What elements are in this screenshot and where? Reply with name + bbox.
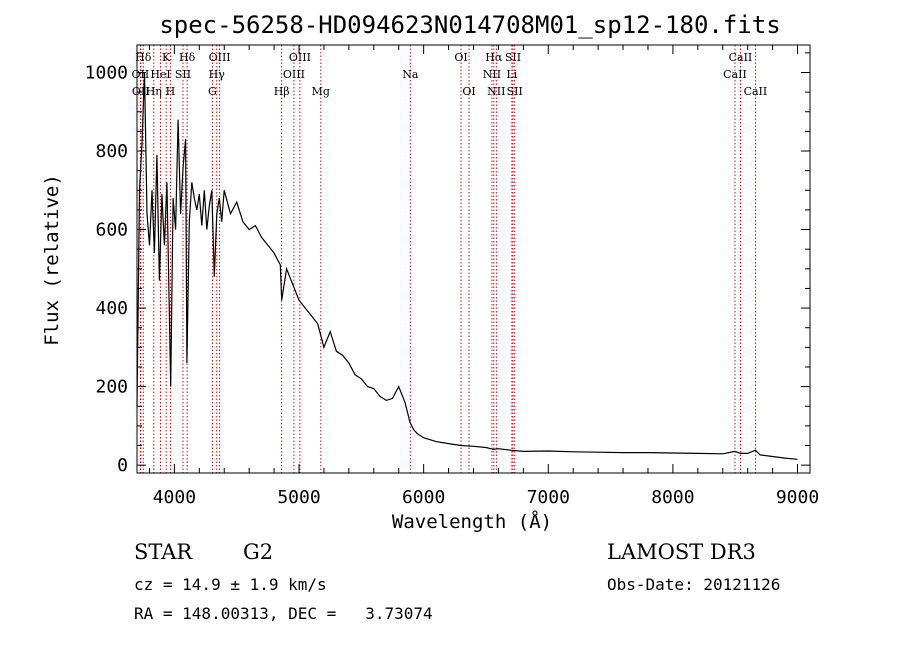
spectrum-line	[136, 72, 798, 460]
y-tick-label: 1000	[85, 62, 128, 83]
line-label: Na	[402, 68, 419, 81]
line-label: CaII	[729, 51, 753, 64]
line-label: Hγ	[209, 68, 226, 81]
coordinates-text: RA = 148.00313, DEC = 3.73074	[134, 604, 433, 623]
plot-frame	[136, 44, 811, 474]
line-label: OI	[462, 85, 475, 98]
object-subclass: G2	[243, 540, 274, 564]
object-class: STAR	[134, 540, 193, 564]
line-label: Hβ	[274, 85, 290, 98]
y-tick-label: 600	[95, 220, 128, 241]
line-label: NII	[483, 68, 501, 81]
y-tick-label: 800	[95, 141, 128, 162]
x-tick-label: 7000	[527, 487, 570, 508]
line-label: Hδ	[179, 51, 196, 64]
survey-name: LAMOST DR3	[607, 540, 756, 564]
spectrum-chart: spec-56258-HD094623N014708M01_sp12-180.f…	[41, 11, 819, 533]
x-axis-ticks: 4000 5000 6000 7000 8000 9000	[148, 45, 819, 508]
line-label: G	[208, 85, 217, 98]
line-label: Li	[506, 68, 517, 81]
chart-title: spec-56258-HD094623N014708M01_sp12-180.f…	[159, 11, 780, 39]
y-axis-label: Flux (relative)	[41, 174, 63, 346]
obs-date-text: Obs-Date: 20121126	[607, 575, 781, 594]
line-label: OIII	[283, 68, 305, 81]
x-axis-label: Wavelength (Å)	[392, 510, 552, 533]
line-label: Hη	[146, 85, 162, 98]
spectral-line-markers: HδKHδOIIIOIIIOIHαSIICaIIOIIHeISIIHγOIIIN…	[132, 45, 768, 473]
line-label: Hα	[485, 51, 503, 64]
line-label: Mg	[312, 85, 330, 98]
line-label: NII	[487, 85, 505, 98]
x-tick-label: 8000	[651, 487, 694, 508]
line-label: CaII	[744, 85, 768, 98]
x-tick-label: 4000	[153, 487, 196, 508]
y-tick-label: 0	[117, 455, 128, 476]
y-axis-ticks: 0 200 400 600 800 1000	[85, 52, 810, 476]
line-label: OIII	[209, 51, 231, 64]
line-label: CaII	[723, 68, 747, 81]
line-label: OI	[454, 51, 467, 64]
line-label: SII	[505, 51, 521, 64]
line-label: OIII	[289, 51, 311, 64]
line-label: K	[162, 51, 171, 64]
x-tick-label: 5000	[277, 487, 320, 508]
y-tick-label: 200	[95, 377, 128, 398]
y-tick-label: 400	[95, 298, 128, 319]
line-label: Hδ	[135, 51, 152, 64]
x-tick-label: 6000	[402, 487, 445, 508]
x-tick-label: 9000	[776, 487, 819, 508]
line-label: HeI	[150, 68, 170, 81]
redshift-text: cz = 14.9 ± 1.9 km/s	[134, 575, 327, 594]
line-label: SII	[507, 85, 523, 98]
line-label: H	[166, 85, 176, 98]
line-label: SII	[175, 68, 191, 81]
